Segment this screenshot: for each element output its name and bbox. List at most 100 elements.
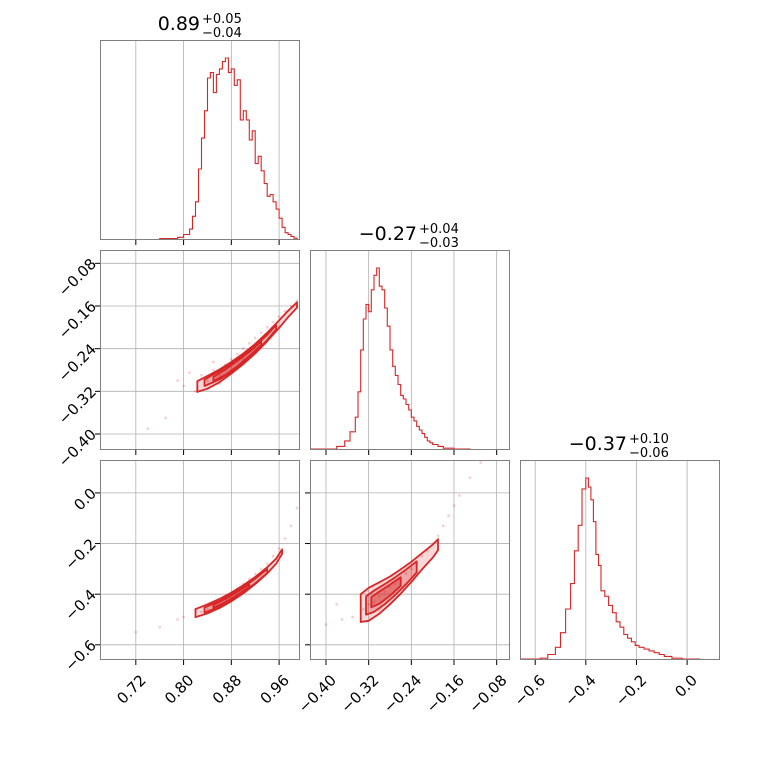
y-tick-label: −0.6 xyxy=(61,636,99,674)
grid-panel-2-2 xyxy=(534,460,688,660)
tick-marks xyxy=(95,240,688,665)
sample-point xyxy=(259,331,263,335)
panel-frame-0-0 xyxy=(100,40,300,240)
sample-point xyxy=(212,360,215,364)
sample-point xyxy=(271,320,275,324)
sample-point xyxy=(479,461,483,464)
title-plus-2: +0.10 xyxy=(629,432,669,447)
sample-point xyxy=(229,357,233,361)
x-tick-label: −0.2 xyxy=(612,671,650,709)
sample-point xyxy=(277,547,281,551)
histogram-1 xyxy=(310,267,510,450)
sample-point xyxy=(295,506,299,510)
histogram-2 xyxy=(520,477,720,660)
sample-point xyxy=(340,618,344,621)
sample-point xyxy=(164,416,168,420)
sample-point xyxy=(241,347,245,351)
sample-point xyxy=(372,600,376,604)
sample-point xyxy=(146,427,150,431)
sample-point xyxy=(457,494,461,497)
x-tick-label: −0.40 xyxy=(295,671,340,716)
sample-point xyxy=(176,618,180,621)
sample-point xyxy=(351,615,355,619)
grid-panel-1-0 xyxy=(100,250,300,450)
x-tick-label: −0.24 xyxy=(380,671,425,716)
title-median-2: −0.37 xyxy=(569,433,627,455)
x-tick-label: 0.80 xyxy=(161,671,197,707)
y-tick-label: −0.2 xyxy=(61,535,99,573)
y-tick-label: −0.40 xyxy=(55,426,100,471)
sample-point xyxy=(206,607,209,611)
panel-frame-2-2 xyxy=(520,460,720,660)
histogram-0 xyxy=(123,57,300,240)
grid-panel-1-1 xyxy=(325,250,498,450)
contour-level-3-1-0 xyxy=(212,340,263,383)
sample-point xyxy=(409,567,413,571)
sample-point xyxy=(335,602,339,606)
sample-point xyxy=(253,336,257,340)
x-tick-label: 0.96 xyxy=(257,671,293,707)
y-tick-label: 0.0 xyxy=(70,484,100,514)
sample-point xyxy=(283,537,287,540)
grid-panel-2-1 xyxy=(310,460,510,660)
sample-point xyxy=(367,602,371,606)
contour-level-1-2-0 xyxy=(194,548,283,619)
sample-point xyxy=(420,554,424,558)
data-layer xyxy=(123,57,720,660)
title-minus-0: −0.04 xyxy=(202,26,242,41)
sample-point xyxy=(383,590,387,594)
sample-point xyxy=(468,476,472,480)
sample-point xyxy=(247,341,251,345)
x-tick-label: 0.88 xyxy=(209,671,245,707)
y-tick-label: −0.24 xyxy=(55,340,100,385)
sample-point xyxy=(277,315,281,319)
sample-point xyxy=(265,562,269,566)
sample-point xyxy=(377,595,381,599)
panel-frame-1-0 xyxy=(100,250,300,450)
sample-point xyxy=(200,373,203,377)
sample-point xyxy=(206,379,209,383)
sample-point xyxy=(393,582,397,586)
title-plus-1: +0.04 xyxy=(419,222,459,237)
contour-level-3-2-0 xyxy=(212,583,251,609)
sample-point xyxy=(182,615,185,619)
panel-frame-2-0 xyxy=(100,460,300,660)
grid-panel-0-0 xyxy=(135,40,280,240)
sample-point xyxy=(182,384,185,388)
grid-panel-2-0 xyxy=(100,460,300,660)
x-tick-label: −0.4 xyxy=(561,671,599,709)
x-tick-label: −0.32 xyxy=(337,671,382,716)
sample-point xyxy=(404,572,408,576)
sample-point xyxy=(176,379,180,383)
grid-lines xyxy=(100,40,688,660)
sample-point xyxy=(212,368,215,372)
sample-point xyxy=(436,534,440,538)
sample-point xyxy=(441,524,445,528)
sample-point xyxy=(289,524,293,528)
sample-point xyxy=(324,623,328,626)
contour-level-2-2-1 xyxy=(365,560,418,616)
title-minus-2: −0.06 xyxy=(629,446,669,461)
title-param-2: −0.37 +0.10 −0.06 xyxy=(569,432,669,461)
title-param-1: −0.27 +0.04 −0.03 xyxy=(359,222,459,251)
sample-point xyxy=(134,630,138,634)
scatter-1-0 xyxy=(146,291,300,431)
sample-point xyxy=(235,352,239,356)
title-param-0: 0.89 +0.05 −0.04 xyxy=(158,12,242,41)
sample-point xyxy=(447,514,451,518)
panel-frame-1-1 xyxy=(310,250,510,450)
sample-point xyxy=(295,299,299,303)
sample-point xyxy=(271,554,275,558)
y-tick-label: −0.4 xyxy=(61,586,99,624)
tick-labels: 0.72 0.80 0.88 0.96 −0.40−0.32−0.24−0.16−0.0… xyxy=(55,255,701,717)
sample-point xyxy=(452,504,456,507)
panel-frames xyxy=(100,40,720,660)
sample-point xyxy=(259,567,263,571)
sample-point xyxy=(188,371,191,375)
sample-point xyxy=(200,610,203,614)
y-tick-label: −0.32 xyxy=(55,383,100,428)
panel-frame-2-1 xyxy=(310,460,510,660)
title-median-0: 0.89 xyxy=(158,13,200,35)
x-tick-label: 0.72 xyxy=(113,671,149,707)
